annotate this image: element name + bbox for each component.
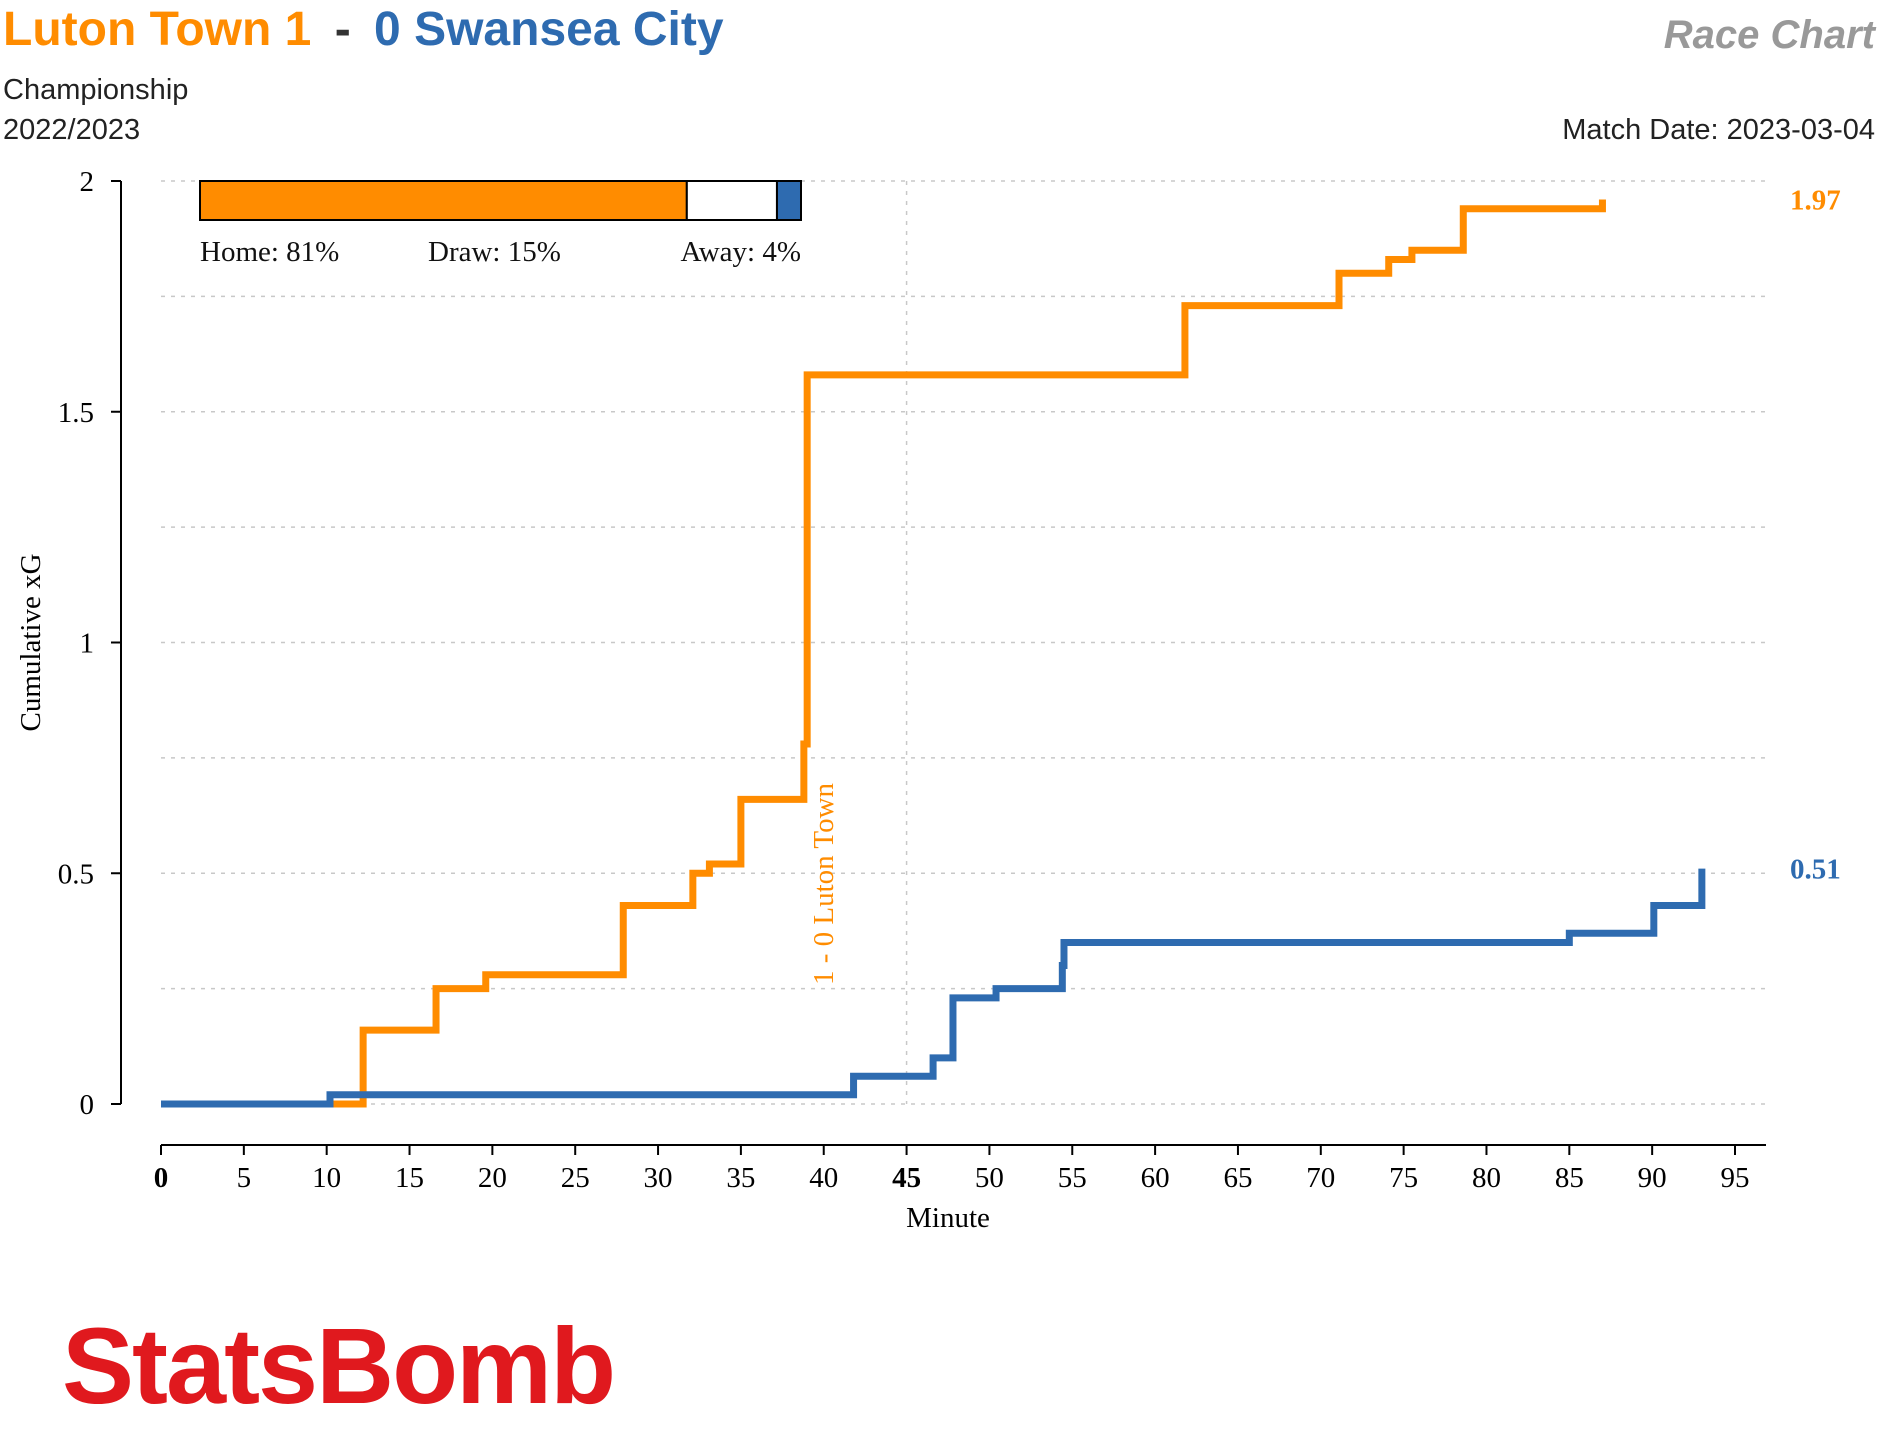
x-tick-label: 30 — [644, 1162, 673, 1194]
season-label: 2022/2023 — [3, 114, 140, 146]
x-tick-label: 10 — [312, 1162, 341, 1194]
x-tick-label: 35 — [726, 1162, 755, 1194]
draw-probability-label: Draw: 15% — [428, 236, 561, 268]
title-separator: - — [335, 3, 351, 56]
competition-label: Championship — [3, 74, 188, 106]
away-team-score: 0 Swansea City — [374, 3, 724, 56]
x-tick-label: 95 — [1721, 1162, 1750, 1194]
y-tick-label: 0 — [80, 1089, 95, 1121]
x-tick-label: 90 — [1638, 1162, 1667, 1194]
y-tick-label: 1.5 — [58, 397, 94, 429]
x-tick-label: 65 — [1223, 1162, 1252, 1194]
x-tick-label: 55 — [1058, 1162, 1087, 1194]
x-tick-label: 60 — [1141, 1162, 1170, 1194]
match-date-label: Match Date: 2023-03-04 — [1562, 114, 1875, 146]
away-final-xg-label: 0.51 — [1790, 854, 1841, 886]
draw-probability-segment — [685, 180, 778, 221]
match-title: Luton Town 1 - 0 Swansea City — [3, 3, 724, 56]
away-xg-line — [161, 868, 1706, 1108]
away-probability-segment — [775, 180, 803, 221]
x-tick-label: 45 — [892, 1162, 921, 1194]
home-final-xg-label: 1.97 — [1790, 184, 1841, 216]
axes: 0 0.5 1 1.5 2 Cumulative xG 0 5 10 15 20 25 30 35 40 45… — [15, 166, 1766, 1234]
statsbomb-logo: StatsBomb — [62, 1305, 614, 1426]
x-tick-label: 15 — [395, 1162, 424, 1194]
x-tick-label: 85 — [1555, 1162, 1584, 1194]
win-probability-bar: Home: 81% Draw: 15% Away: 4% — [199, 180, 803, 268]
race-chart-label: Race Chart — [1664, 13, 1877, 57]
x-tick-label: 70 — [1306, 1162, 1335, 1194]
away-probability-label: Away: 4% — [680, 236, 801, 268]
x-tick-label: 0 — [154, 1162, 169, 1194]
x-tick-label: 25 — [561, 1162, 590, 1194]
x-axis-title: Minute — [906, 1202, 990, 1234]
x-tick-label: 20 — [478, 1162, 507, 1194]
home-xg-line — [161, 199, 1606, 1108]
home-probability-label: Home: 81% — [200, 236, 339, 268]
x-tick-label: 40 — [809, 1162, 838, 1194]
grid-lines — [161, 180, 1766, 1105]
x-tick-label: 80 — [1472, 1162, 1501, 1194]
y-axis-title: Cumulative xG — [15, 553, 47, 731]
series-lines — [161, 199, 1706, 1108]
home-team-score: Luton Town 1 — [3, 3, 311, 56]
y-tick-label: 2 — [80, 166, 95, 198]
x-tick-label: 50 — [975, 1162, 1004, 1194]
chart-labels: 1.97 0.51 1 - 0 Luton Town — [808, 184, 1841, 985]
home-probability-segment — [199, 180, 688, 221]
goal-annotation: 1 - 0 Luton Town — [808, 782, 840, 985]
x-tick-label: 5 — [237, 1162, 252, 1194]
y-tick-label: 1 — [80, 628, 95, 660]
x-tick-label: 75 — [1389, 1162, 1418, 1194]
y-tick-label: 0.5 — [58, 858, 94, 890]
